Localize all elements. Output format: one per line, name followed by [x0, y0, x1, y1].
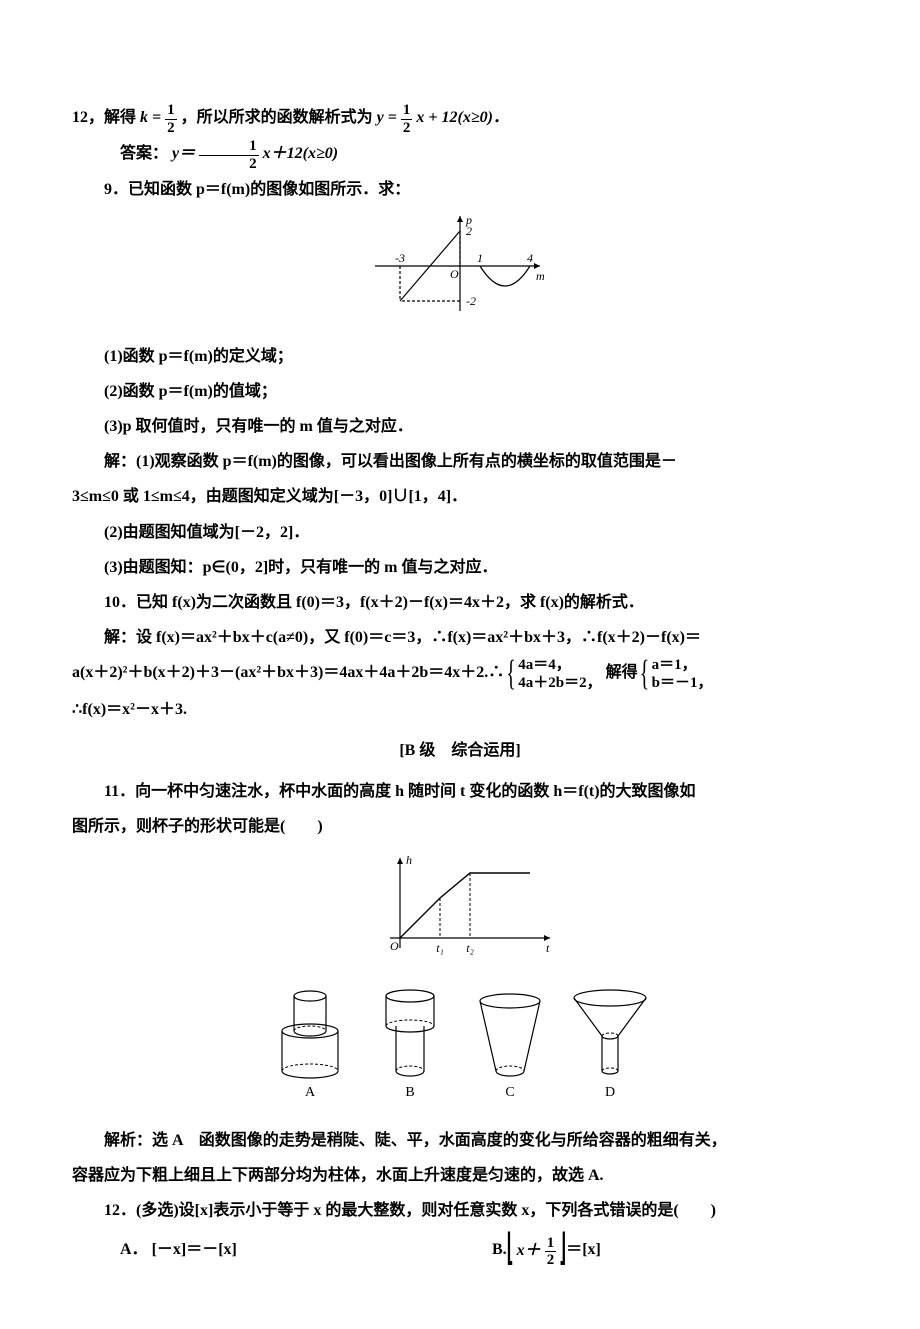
section-b-header: [B 级 综合运用] [72, 733, 848, 768]
q11-graph-container: Oh t t₁ t₂ [72, 848, 848, 971]
fraction-half: 1 2 [545, 1235, 557, 1269]
fraction-k: 1 2 [165, 102, 177, 136]
svg-text:1: 1 [477, 251, 483, 265]
opt-body: [－x]＝－[x] [152, 1241, 237, 1258]
equation-system-2: a＝1， b＝－1， [642, 656, 713, 692]
svg-text:h: h [406, 853, 412, 867]
text: ＝[x] [566, 1241, 601, 1258]
q9-sol1b: 3≤m≤0 或 1≤m≤4，由题图知定义域为[－3，0]∪[1，4]． [72, 479, 848, 514]
choice-text: 选 A [152, 1132, 199, 1149]
q11-cups-container: A B C D [72, 976, 848, 1119]
opt-label: A． [120, 1241, 148, 1258]
q11-cups-diagram: A B C D [250, 976, 670, 1106]
floor-expression: x＋ 1 2 [511, 1233, 563, 1269]
page: 12，解得 k = 1 2 ，所以所求的函数解析式为 y = 1 2 x + 1… [0, 0, 920, 1329]
text: 12，解得 [72, 109, 140, 126]
q9-sub2: (2)函数 p＝f(m)的值域； [72, 374, 848, 409]
q9-sol3: (3)由题图知：p∈(0，2]时，只有唯一的 m 值与之对应． [72, 550, 848, 585]
q11-ans-b: 容器应为下粗上细且上下两部分均为柱体，水面上升速度是匀速的，故选 A. [72, 1158, 848, 1193]
svg-text:C: C [505, 1085, 514, 1100]
q10-sol-c: ∴f(x)＝x²－x＋3. [72, 692, 848, 727]
q9-sol2: (2)由题图知值域为[－2，2]． [72, 515, 848, 550]
svg-text:t₁: t₁ [436, 941, 444, 955]
q10-sol-b: a(x＋2)²＋b(x＋2)＋3－(ax²＋bx＋3)＝4ax＋4a＋2b＝4x… [72, 655, 848, 691]
svg-text:O: O [450, 267, 459, 281]
text: 解得 [606, 664, 638, 681]
text: (1)观察函数 p＝f(m)的图像，可以看出图像上所有点的横坐标的取值范围是－ [136, 453, 677, 470]
q12-option-a: A． [－x]＝－[x] [72, 1232, 476, 1268]
q9-sub3: (3)p 取何值时，只有唯一的 m 值与之对应． [72, 409, 848, 444]
fraction-ans: 1 2 [199, 138, 259, 172]
top-continuation-line: 12，解得 k = 1 2 ，所以所求的函数解析式为 y = 1 2 x + 1… [72, 100, 848, 136]
svg-text:t: t [546, 941, 550, 955]
answer-label: 答案： [120, 145, 168, 162]
q9-sol1a: 解：(1)观察函数 p＝f(m)的图像，可以看出图像上所有点的横坐标的取值范围是… [72, 444, 848, 479]
q9-sub1: (1)函数 p＝f(m)的定义域； [72, 339, 848, 374]
sol-label: 解： [104, 629, 136, 646]
svg-text:O: O [390, 939, 399, 953]
q9-stem: 9．已知函数 p＝f(m)的图像如图所示．求： [72, 172, 848, 207]
text: 函数图像的走势是稍陡、陡、平，水面高度的变化与所给容器的粗细有关， [199, 1132, 727, 1149]
svg-text:A: A [305, 1085, 316, 1100]
text: a(x＋2)²＋b(x＋2)＋3－(ax²＋bx＋3)＝4ax＋4a＋2b＝4x… [72, 664, 504, 681]
q11-graph: Oh t t₁ t₂ [310, 848, 610, 958]
answer-line: 答案： y＝ 1 2 x＋12(x≥0) [72, 136, 848, 172]
q11-stem-b: 图所示，则杯子的形状可能是( ) [72, 809, 848, 844]
svg-text:t₂: t₂ [466, 941, 474, 955]
svg-text:-2: -2 [466, 294, 476, 308]
text: ，所以所求的函数解析式为 [181, 109, 377, 126]
text: 设 f(x)＝ax²＋bx＋c(a≠0)，又 f(0)＝c＝3，∴f(x)＝ax… [136, 629, 701, 646]
text: y＝ [172, 145, 195, 162]
q9-graph-container: -3142-2Omp [72, 211, 848, 334]
text: y = [377, 109, 401, 126]
sol-label: 解： [104, 453, 136, 470]
q9-graph: -3142-2Omp [370, 211, 550, 321]
q12-options: A． [－x]＝－[x] B. x＋ 1 2 ＝[x] [72, 1232, 848, 1268]
q12-option-b: B. x＋ 1 2 ＝[x] [476, 1232, 848, 1268]
svg-text:p: p [465, 213, 472, 227]
equation-system-1: 4a＝4， 4a＋2b＝2， [508, 656, 601, 692]
analysis-label: 解析： [104, 1132, 152, 1149]
q11-ans-a: 解析：选 A 函数图像的走势是稍陡、陡、平，水面高度的变化与所给容器的粗细有关， [72, 1123, 848, 1158]
svg-text:-3: -3 [395, 251, 405, 265]
text: k = [140, 109, 165, 126]
svg-text:4: 4 [527, 251, 533, 265]
svg-text:D: D [605, 1085, 615, 1100]
svg-text:B: B [405, 1085, 414, 1100]
svg-text:m: m [536, 269, 545, 283]
q10-sol-a: 解：设 f(x)＝ax²＋bx＋c(a≠0)，又 f(0)＝c＝3，∴f(x)＝… [72, 620, 848, 655]
opt-label: B. [492, 1241, 507, 1258]
text: x + 12(x≥0)． [416, 109, 509, 126]
text: x＋12(x≥0) [263, 145, 338, 162]
text: x＋ [517, 1242, 541, 1259]
q10-stem: 10．已知 f(x)为二次函数且 f(0)＝3，f(x＋2)－f(x)＝4x＋2… [72, 585, 848, 620]
q12-stem: 12．(多选)设[x]表示小于等于 x 的最大整数，则对任意实数 x，下列各式错… [72, 1193, 848, 1228]
fraction-y: 1 2 [401, 102, 413, 136]
q11-stem-a: 11．向一杯中匀速注水，杯中水面的高度 h 随时间 t 变化的函数 h＝f(t)… [72, 774, 848, 809]
